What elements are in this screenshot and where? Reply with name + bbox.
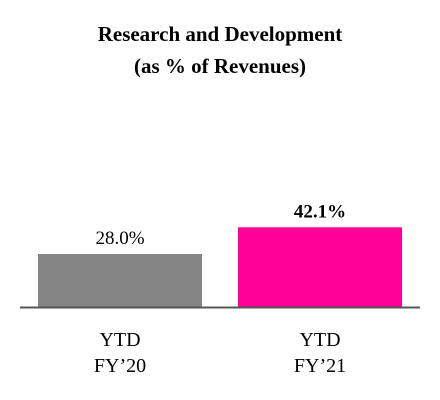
value-label-0: 28.0%: [95, 228, 144, 249]
category-label-0-1: FY’20: [94, 355, 146, 377]
chart-title: Research and Development (as % of Revenu…: [0, 18, 440, 82]
category-label-1-0: YTD: [299, 329, 340, 351]
bar-1: [238, 227, 402, 307]
bar-0: [38, 254, 202, 307]
chart-title-line-1: Research and Development: [97, 22, 343, 46]
category-label-1-1: FY’21: [294, 355, 346, 377]
category-label-0-0: YTD: [99, 329, 140, 351]
chart-title-line-2: (as % of Revenues): [133, 54, 307, 78]
value-label-1: 42.1%: [294, 201, 346, 222]
